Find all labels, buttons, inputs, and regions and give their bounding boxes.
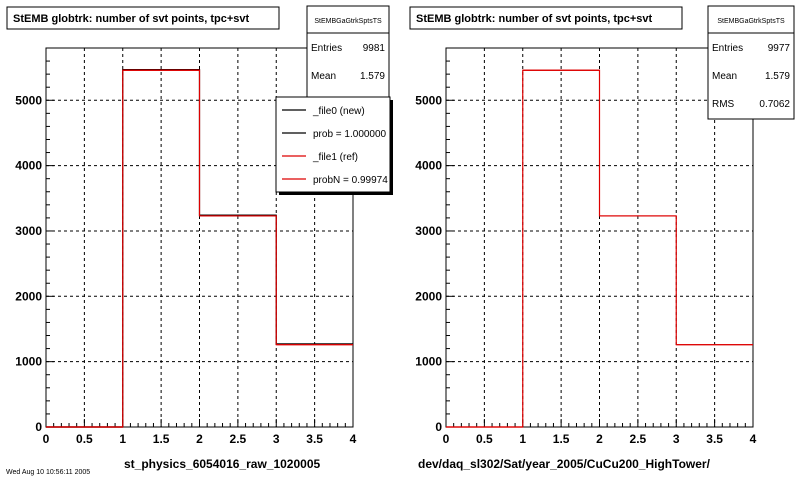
stats-value: 0.7062: [759, 99, 790, 110]
y-tick-label: 4000: [415, 159, 442, 173]
histogram-panel-1: 0 0.5 1 1.5 2 2.5 3 3.5 4 0 1000 2000 3000 4000 5000 St…: [6, 5, 393, 471]
x-tick-label: 0.5: [476, 432, 493, 446]
y-tick-label: 1000: [15, 355, 42, 369]
stats-value: 9977: [768, 43, 791, 54]
stats-box: [707, 5, 795, 120]
legend: _file0 (new) prob = 1.000000 _file1 (ref) p…: [275, 96, 393, 195]
stats-title: StEMBGaGtrkSptsTS: [717, 18, 785, 25]
chart-title: StEMB globtrk: number of svt points, tpc…: [416, 13, 653, 25]
stats-label: RMS: [712, 99, 735, 110]
histogram-panel-2: 0 0.5 1 1.5 2 2.5 3 3.5 4 0 1000 2000 3000 4000 5000 St…: [409, 5, 795, 471]
stats-label: Entries: [712, 43, 743, 54]
x-tick-label: 2: [596, 432, 603, 446]
stats-box: [306, 5, 390, 99]
x-tick-label: 3: [273, 432, 280, 446]
x-tick-label: 1.5: [153, 432, 170, 446]
x-tick-label: 3: [673, 432, 680, 446]
stats-title: StEMBGaGtrkSptsTS: [314, 18, 382, 25]
x-tick-label: 3.5: [706, 432, 723, 446]
y-tick-label: 3000: [415, 224, 442, 238]
chart-title: StEMB globtrk: number of svt points, tpc…: [13, 13, 250, 25]
legend-label: _file1 (ref): [312, 152, 358, 163]
stats-value: 1.579: [360, 71, 385, 82]
x-tick-label: 4: [750, 432, 757, 446]
x-tick-label: 2: [196, 432, 203, 446]
stats-value: 1.579: [765, 71, 790, 82]
x-axis-label: dev/daq_sl302/Sat/year_2005/CuCu200_High…: [418, 457, 711, 471]
y-tick-label: 5000: [15, 93, 42, 107]
x-tick-label: 1: [519, 432, 526, 446]
histogram-series-1-outline: [446, 69, 753, 428]
x-tick-label: 2.5: [630, 432, 647, 446]
x-axis-label: st_physics_6054016_raw_1020005: [124, 457, 320, 471]
y-tick-label: 4000: [15, 159, 42, 173]
x-tick-label: 1.5: [553, 432, 570, 446]
legend-label: _file0 (new): [312, 106, 365, 117]
title-box: [409, 6, 683, 30]
legend-label: prob = 1.000000: [313, 129, 387, 140]
legend-box: [275, 96, 391, 193]
x-tick-label: 2.5: [230, 432, 247, 446]
y-tick-label: 2000: [15, 289, 42, 303]
x-tick-label: 0: [443, 432, 450, 446]
y-tick-label: 5000: [415, 93, 442, 107]
stats-label: Entries: [311, 43, 342, 54]
y-tick-label: 3000: [15, 224, 42, 238]
y-tick-label: 0: [35, 420, 42, 434]
y-tick-label: 2000: [415, 289, 442, 303]
x-tick-label: 4: [350, 432, 357, 446]
title-box: [6, 6, 280, 30]
x-tick-label: 0: [43, 432, 50, 446]
x-tick-label: 3.5: [306, 432, 323, 446]
x-tick-label: 1: [119, 432, 126, 446]
x-tick-label: 0.5: [76, 432, 93, 446]
corner-timestamp: Wed Aug 10 10:56:11 2005: [6, 469, 90, 476]
legend-label: probN = 0.99974: [313, 175, 388, 186]
stats-value: 9981: [363, 43, 386, 54]
histogram-series-2-outline: [46, 69, 353, 428]
y-tick-label: 1000: [415, 355, 442, 369]
stats-label: Mean: [712, 71, 737, 82]
stats-label: Mean: [311, 71, 336, 82]
y-tick-label: 0: [435, 420, 442, 434]
